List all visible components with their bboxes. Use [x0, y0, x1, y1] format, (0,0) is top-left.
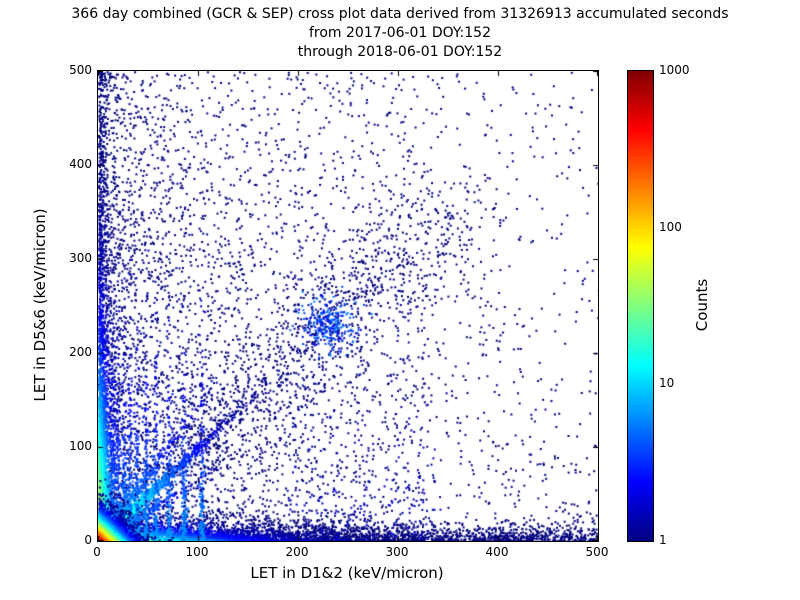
- x-tick-label: 0: [93, 545, 101, 559]
- x-tick-label: 100: [185, 545, 209, 559]
- title-line-1: 366 day combined (GCR & SEP) cross plot …: [71, 6, 729, 22]
- x-axis-tick-labels: 0 100 200 300 400 500: [93, 545, 608, 561]
- scatter-canvas: [98, 71, 598, 541]
- colorbar-label: Counts: [693, 278, 711, 332]
- colorbar: [627, 70, 654, 542]
- y-tick-label: 400: [69, 157, 92, 171]
- colorbar-tick-label: 10: [659, 376, 675, 390]
- colorbar-tick-labels: 1 10 100 1000: [659, 63, 699, 547]
- x-tick-label: 400: [485, 545, 509, 559]
- colorbar-tick-label: 1000: [659, 63, 690, 77]
- y-axis-label: LET in D5&6 (keV/micron): [31, 208, 49, 402]
- y-tick-label: 300: [69, 251, 92, 265]
- y-tick-label: 100: [69, 439, 92, 453]
- x-tick-label: 300: [385, 545, 409, 559]
- y-axis-tick-labels: 0 100 200 300 400 500: [56, 63, 92, 547]
- x-axis-label: LET in D1&2 (keV/micron): [250, 564, 444, 582]
- x-tick-label: 200: [285, 545, 309, 559]
- title-line-2: from 2017-06-01 DOY:152: [308, 25, 491, 41]
- y-tick-label: 500: [69, 63, 92, 77]
- y-tick-label: 0: [84, 533, 92, 547]
- title-line-3: through 2018-06-01 DOY:152: [297, 44, 503, 60]
- plot-area: [97, 70, 599, 542]
- colorbar-tick-label: 100: [659, 220, 682, 234]
- colorbar-tick-label: 1: [659, 533, 667, 547]
- x-tick-label: 500: [585, 545, 609, 559]
- y-tick-label: 200: [69, 345, 92, 359]
